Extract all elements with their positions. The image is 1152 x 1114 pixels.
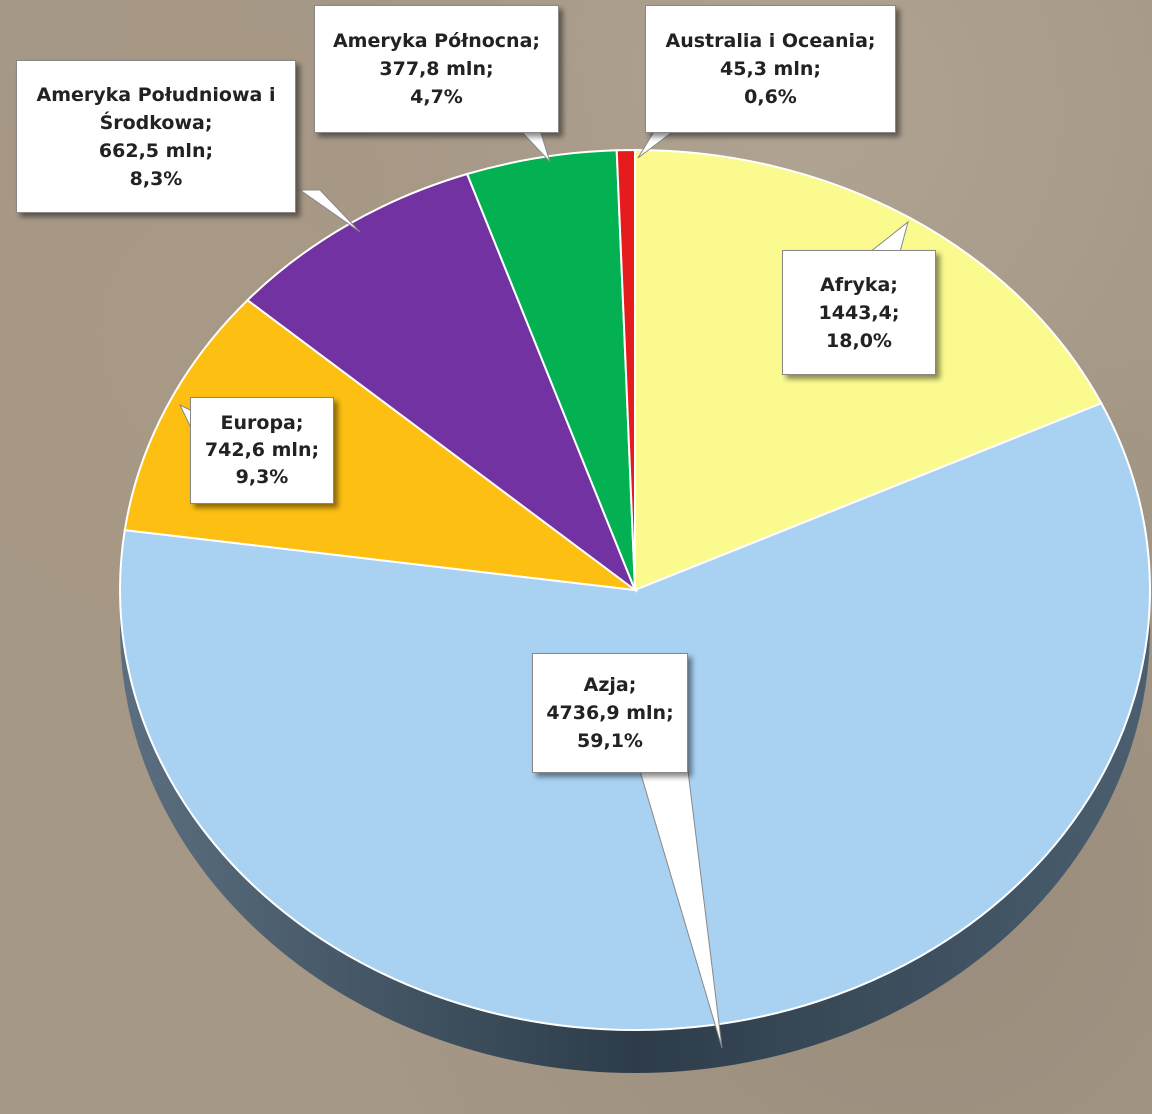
callout: Azja; 4736,9 mln; 59,1% — [532, 653, 688, 773]
pointer — [298, 189, 361, 233]
callout: Afryka; 1443,4; 18,0% — [782, 250, 936, 375]
callout: Europa; 742,6 mln; 9,3% — [190, 397, 334, 504]
value-label: 45,3 mln; — [720, 58, 821, 80]
value-label: 742,6 mln; — [204, 439, 320, 461]
pie-slice — [465, 149, 636, 591]
percentage-label: 0,6% — [744, 86, 797, 108]
percentage-label: 8,3% — [129, 167, 183, 190]
callout: Ameryka Północna; 377,8 mln; 4,7% — [314, 5, 559, 133]
callout: Australia i Oceania; 45,3 mln; 0,6% — [645, 5, 896, 133]
percentage-label: 59,1% — [577, 730, 643, 752]
category-label: Afryka; — [820, 273, 898, 296]
category-label: Azja; — [583, 674, 637, 696]
value-label: 1443,4; — [818, 301, 900, 324]
pie-slice — [245, 172, 638, 593]
value-label: 4736,9 mln; — [546, 702, 674, 724]
category-label: Australia i Oceania; — [665, 30, 876, 52]
percentage-label: 18,0% — [826, 329, 892, 352]
percentage-label: 9,3% — [235, 466, 289, 488]
callout: Ameryka Południowa i Środkowa; 662,5 mln… — [16, 60, 296, 213]
pie-slice — [615, 148, 636, 591]
category-label: Europa; — [220, 412, 304, 434]
percentage-label: 4,7% — [410, 86, 463, 108]
value-label: 377,8 mln; — [379, 58, 494, 80]
category-label: Ameryka Południowa i Środkowa; — [36, 83, 276, 134]
pointer — [518, 129, 551, 163]
value-label: 662,5 mln; — [98, 139, 214, 162]
pie-slice — [123, 298, 639, 592]
category-label: Ameryka Północna; — [332, 30, 541, 52]
callout-pointers — [178, 129, 909, 1049]
